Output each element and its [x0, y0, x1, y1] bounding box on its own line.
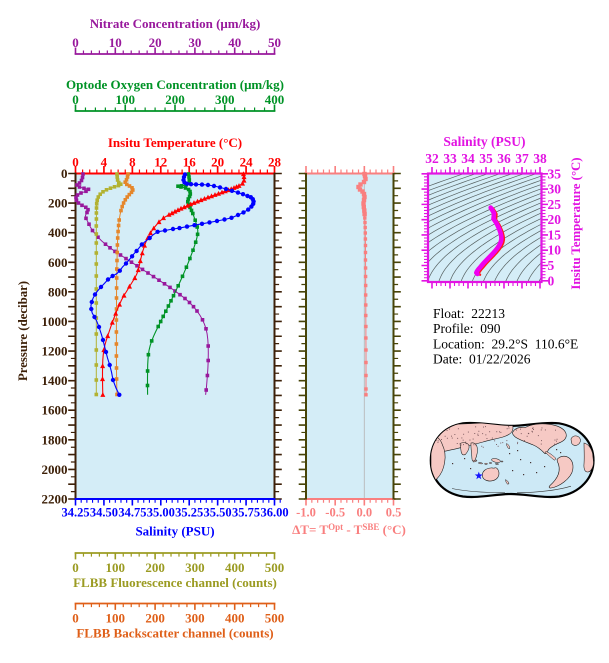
svg-text:25: 25 — [548, 197, 562, 212]
svg-text:0: 0 — [548, 273, 555, 288]
svg-text:0.0: 0.0 — [356, 506, 372, 520]
svg-text:200: 200 — [145, 611, 165, 626]
svg-text:2000: 2000 — [42, 462, 68, 477]
svg-text:0.5: 0.5 — [386, 506, 402, 520]
svg-text:ΔT= TOpt - TSBE (°C): ΔT= TOpt - TSBE (°C) — [292, 522, 406, 537]
svg-text:0: 0 — [61, 166, 68, 181]
svg-text:36.00: 36.00 — [260, 506, 288, 520]
svg-text:Profile: 090: Profile: 090 — [433, 321, 501, 336]
svg-text:30: 30 — [548, 182, 562, 197]
svg-text:300: 300 — [185, 560, 205, 575]
svg-text:4: 4 — [101, 155, 108, 170]
svg-text:34: 34 — [461, 151, 475, 166]
svg-text:50: 50 — [268, 35, 281, 50]
svg-text:Optode Oxygen Concentration (μ: Optode Oxygen Concentration (μm/kg) — [66, 77, 284, 92]
svg-text:35.50: 35.50 — [204, 506, 232, 520]
svg-text:FLBB Backscatter channel (coun: FLBB Backscatter channel (counts) — [76, 626, 273, 641]
svg-text:200: 200 — [48, 196, 68, 211]
svg-text:Float: 22213: Float: 22213 — [433, 306, 505, 321]
svg-text:34.25: 34.25 — [61, 506, 89, 520]
svg-text:38: 38 — [533, 151, 547, 166]
svg-text:Salinity (PSU): Salinity (PSU) — [135, 524, 214, 539]
svg-text:20: 20 — [211, 155, 224, 170]
svg-text:Pressure (decibar): Pressure (decibar) — [16, 281, 30, 381]
svg-text:500: 500 — [265, 560, 285, 575]
svg-text:400: 400 — [225, 560, 245, 575]
svg-text:8: 8 — [129, 155, 136, 170]
svg-text:24: 24 — [240, 155, 254, 170]
svg-text:300: 300 — [185, 611, 205, 626]
svg-text:400: 400 — [48, 225, 68, 240]
svg-text:400: 400 — [265, 92, 285, 107]
svg-text:33: 33 — [443, 151, 457, 166]
svg-text:Insitu Temperature (°C): Insitu Temperature (°C) — [108, 135, 242, 150]
svg-text:35.75: 35.75 — [232, 506, 260, 520]
svg-text:1800: 1800 — [42, 432, 68, 447]
svg-text:30: 30 — [188, 35, 201, 50]
svg-text:37: 37 — [515, 151, 529, 166]
svg-text:20: 20 — [149, 35, 162, 50]
svg-text:Location: 29.2°S 110.6°E: Location: 29.2°S 110.6°E — [433, 337, 578, 352]
svg-text:5: 5 — [548, 258, 555, 273]
svg-text:0: 0 — [72, 35, 79, 50]
svg-text:100: 100 — [106, 560, 126, 575]
svg-text:28: 28 — [268, 155, 282, 170]
svg-text:1000: 1000 — [42, 314, 68, 329]
svg-text:Salinity (PSU): Salinity (PSU) — [443, 134, 525, 149]
svg-text:34.75: 34.75 — [118, 506, 146, 520]
svg-text:200: 200 — [145, 560, 165, 575]
svg-text:32: 32 — [425, 151, 439, 166]
svg-text:20: 20 — [548, 212, 562, 227]
svg-text:Insitu Temperature (°C): Insitu Temperature (°C) — [569, 157, 583, 289]
svg-text:-0.5: -0.5 — [325, 506, 345, 520]
svg-text:2200: 2200 — [42, 492, 68, 507]
svg-text:12: 12 — [154, 155, 167, 170]
svg-text:36: 36 — [497, 151, 511, 166]
svg-text:100: 100 — [106, 611, 126, 626]
svg-text:35: 35 — [548, 166, 562, 181]
svg-text:0: 0 — [72, 560, 79, 575]
svg-text:100: 100 — [115, 92, 135, 107]
svg-text:1400: 1400 — [42, 373, 68, 388]
svg-text:Nitrate Concentration (μm/kg): Nitrate Concentration (μm/kg) — [90, 16, 261, 31]
svg-text:0: 0 — [72, 611, 79, 626]
svg-text:Date: 01/22/2026: Date: 01/22/2026 — [433, 352, 531, 367]
svg-text:10: 10 — [548, 243, 562, 258]
svg-text:FLBB Fluorescence channel (cou: FLBB Fluorescence channel (counts) — [73, 575, 277, 590]
svg-text:10: 10 — [109, 35, 122, 50]
svg-text:1200: 1200 — [42, 344, 68, 359]
svg-text:16: 16 — [183, 155, 197, 170]
svg-text:35.25: 35.25 — [175, 506, 203, 520]
svg-text:35: 35 — [479, 151, 493, 166]
svg-text:600: 600 — [48, 255, 68, 270]
svg-text:40: 40 — [228, 35, 241, 50]
svg-text:800: 800 — [48, 284, 68, 299]
svg-text:34.50: 34.50 — [90, 506, 118, 520]
svg-text:0: 0 — [72, 155, 79, 170]
svg-text:400: 400 — [225, 611, 245, 626]
svg-text:200: 200 — [165, 92, 185, 107]
svg-text:0: 0 — [72, 92, 79, 107]
svg-text:35.00: 35.00 — [147, 506, 175, 520]
svg-text:500: 500 — [265, 611, 285, 626]
svg-text:300: 300 — [215, 92, 235, 107]
svg-text:1600: 1600 — [42, 403, 68, 418]
svg-text:-1.0: -1.0 — [296, 506, 316, 520]
svg-text:15: 15 — [548, 227, 562, 242]
